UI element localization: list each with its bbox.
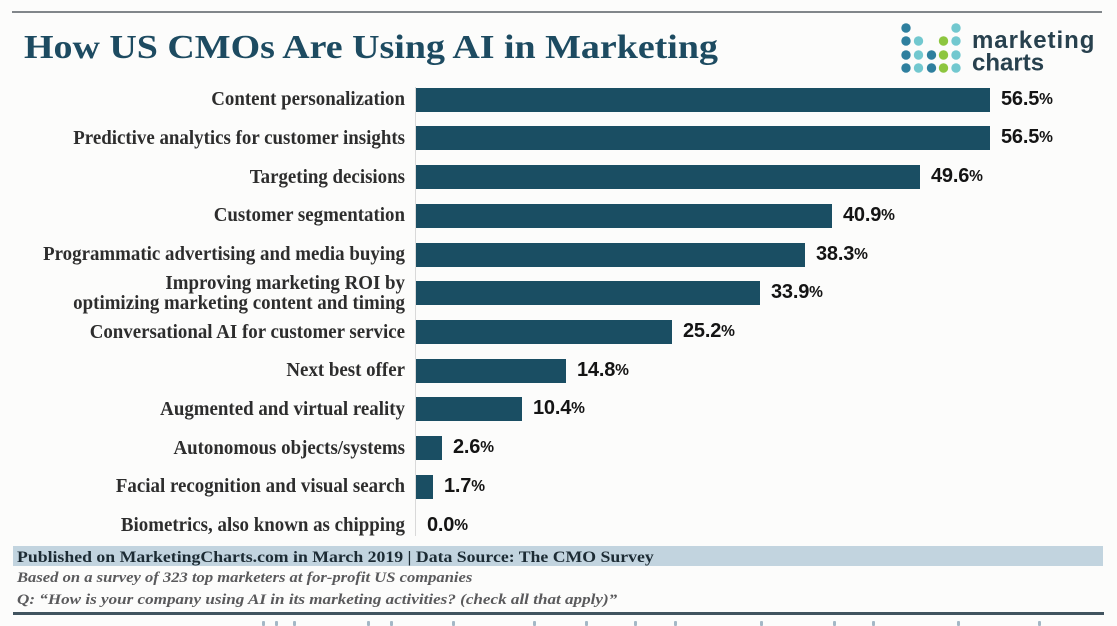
svg-text:charts: charts <box>972 50 1044 77</box>
svg-text:marketing: marketing <box>972 27 1095 54</box>
